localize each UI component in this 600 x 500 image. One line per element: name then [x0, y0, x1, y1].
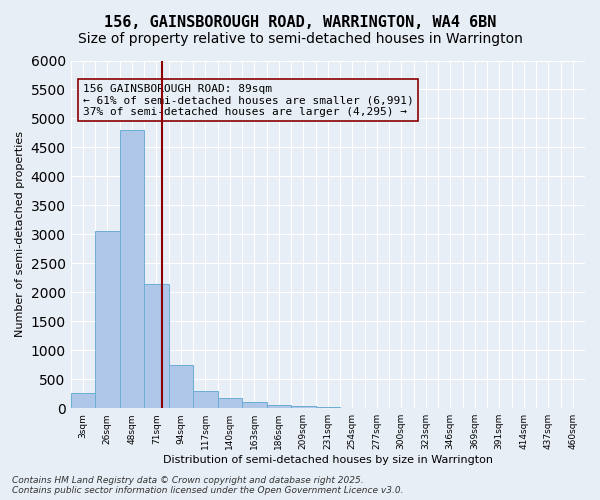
- Bar: [95, 232, 119, 408]
- Bar: [242, 402, 266, 408]
- X-axis label: Distribution of semi-detached houses by size in Warrington: Distribution of semi-detached houses by …: [163, 455, 493, 465]
- Bar: [218, 398, 242, 408]
- Text: Contains HM Land Registry data © Crown copyright and database right 2025.
Contai: Contains HM Land Registry data © Crown c…: [12, 476, 404, 495]
- Bar: [119, 130, 144, 408]
- Y-axis label: Number of semi-detached properties: Number of semi-detached properties: [15, 132, 25, 338]
- Bar: [193, 391, 218, 408]
- Bar: [266, 406, 291, 408]
- Text: 156 GAINSBOROUGH ROAD: 89sqm
← 61% of semi-detached houses are smaller (6,991)
3: 156 GAINSBOROUGH ROAD: 89sqm ← 61% of se…: [83, 84, 413, 117]
- Text: 156, GAINSBOROUGH ROAD, WARRINGTON, WA4 6BN: 156, GAINSBOROUGH ROAD, WARRINGTON, WA4 …: [104, 15, 496, 30]
- Text: Size of property relative to semi-detached houses in Warrington: Size of property relative to semi-detach…: [77, 32, 523, 46]
- Bar: [71, 392, 95, 408]
- Bar: [144, 284, 169, 408]
- Bar: [169, 364, 193, 408]
- Bar: [291, 406, 316, 408]
